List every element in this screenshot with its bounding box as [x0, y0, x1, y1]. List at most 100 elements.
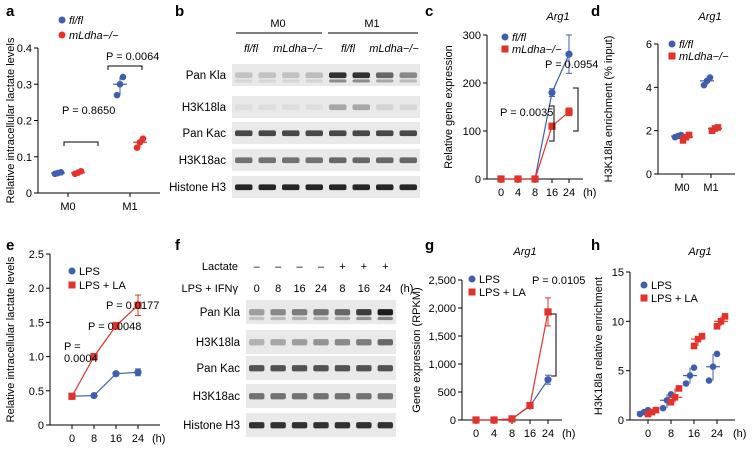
a-point-0-0-2: [57, 169, 65, 176]
h-legend-lpsla: LPS + LA: [651, 293, 698, 305]
h-xtick-label: 16: [688, 428, 700, 440]
g-point-1-2: [508, 415, 516, 423]
c-legend: fl/fl mLdha−/−: [501, 32, 562, 56]
e-point-1-0: [68, 392, 76, 400]
c-legend-marker-ko: [501, 45, 509, 53]
a-pvalue-m0: P = 0.8650: [62, 105, 115, 117]
g-legend: LPS LPS + LA: [468, 274, 526, 299]
h-xtick-label: 0: [645, 428, 651, 440]
b-band: [235, 157, 253, 164]
f-band: [313, 339, 329, 346]
e-legend-lpsla: LPS + LA: [79, 280, 126, 292]
g-bracket-24h: [551, 313, 557, 377]
f-time-unit: (h): [400, 283, 413, 295]
f-band: [377, 316, 393, 321]
b-band: [329, 157, 347, 164]
f-band: [356, 309, 372, 316]
e-legend-lps: LPS: [79, 266, 100, 278]
b-band: [399, 130, 417, 137]
f-band: [270, 316, 286, 321]
d-legend-flfl: fl/fl: [679, 39, 694, 51]
b-band: [352, 184, 370, 191]
b-band: [258, 79, 276, 83]
f-band: [270, 393, 286, 400]
h-legend-lps: LPS: [651, 280, 672, 292]
g-xtick-label: 16: [524, 428, 536, 440]
f-band: [334, 365, 351, 372]
a-ytick-label: 0.3: [17, 79, 32, 91]
b-band: [305, 130, 323, 137]
blot-b: M0 M1 fl/fl mLdha−/− fl/fl mLdha−/− Pan …: [169, 18, 420, 198]
g-xtick-label: 0: [473, 428, 479, 440]
g-xtick-label: 4: [491, 428, 497, 440]
panel-letter-h: h: [591, 237, 600, 254]
b-band: [399, 79, 417, 83]
a-point-0-1-1: [116, 80, 124, 88]
f-band: [356, 365, 372, 372]
c-legend-ko: mLdha−/−: [512, 44, 562, 56]
f-band: [377, 422, 393, 429]
a-point-1-1-2: [139, 135, 147, 142]
a-point-0-1-0: [113, 91, 121, 99]
e-ylabel: Relative intracellular lactate levels: [5, 256, 17, 422]
e-legend-marker-lps: [68, 267, 76, 275]
f-time-label: LPS + IFNγ: [181, 283, 238, 295]
b-band: [305, 157, 323, 164]
f-band: [356, 316, 372, 321]
b-group-m1: M1: [364, 18, 379, 30]
h-point-1-3-0: [713, 322, 721, 330]
b-band: [258, 184, 276, 191]
f-band: [291, 393, 308, 400]
c-xunit: (h): [583, 187, 596, 199]
panel-letter-d: d: [591, 3, 600, 20]
e-ytick-label: 0: [38, 420, 44, 432]
h-point-1-3-2: [721, 313, 729, 320]
d-legend-ko: mLdha−/−: [679, 51, 729, 63]
e-pvalue-24h: P = 0.0177: [106, 300, 159, 312]
f-band: [291, 422, 308, 429]
c-pvalue-24h: P = 0.0954: [545, 59, 598, 71]
a-ylabel: Relative intracellular lactate levels: [5, 37, 17, 203]
f-lactate-sign: +: [382, 261, 388, 273]
c-point-0-3: [548, 89, 556, 97]
a-bracket-m1: [107, 65, 143, 70]
f-band: [249, 365, 265, 372]
e-point-1-1: [90, 353, 98, 361]
a-xtick-label: M1: [122, 201, 137, 213]
d-title: Arg1: [697, 11, 721, 23]
h-ytick-label: 0: [618, 415, 624, 427]
panel-letter-b: b: [175, 3, 184, 20]
g-point-0-4: [544, 376, 552, 384]
f-band: [291, 339, 308, 346]
b-blot-strip: [232, 176, 420, 198]
c-ytick-label: 300: [463, 30, 481, 42]
b-band: [399, 104, 417, 111]
d-point-1-1-2: [714, 124, 722, 131]
g-ytick-label: 2,500: [428, 275, 456, 287]
b-band: [305, 79, 323, 83]
b-row-label: Pan Kac: [183, 128, 227, 140]
b-blot-strip: [232, 122, 420, 144]
e-xtick-label: 24: [132, 433, 144, 445]
b-band: [258, 104, 276, 111]
f-band: [313, 365, 329, 372]
g-legend-marker-lps: [468, 275, 476, 283]
h-point-1-3-1: [717, 318, 725, 325]
g-legend-lpsla: LPS + LA: [479, 287, 526, 299]
e-ytick-label: 2.0: [29, 283, 44, 295]
f-band: [291, 316, 308, 321]
c-xtick-label: 16: [546, 187, 558, 199]
b-band: [258, 130, 276, 137]
g-series-line-1: [476, 311, 549, 421]
c-point-1-4: [565, 108, 573, 116]
b-row-label: H3K18ac: [179, 155, 227, 167]
c-xtick-label: 24: [563, 187, 575, 199]
e-point-0-1: [90, 391, 98, 400]
f-band: [291, 309, 308, 316]
f-row-label: Histone H3: [183, 420, 240, 432]
f-band: [270, 422, 286, 429]
b-band: [376, 72, 394, 79]
d-legend: fl/fl mLdha−/−: [668, 39, 729, 63]
e-ytick-label: 2.5: [29, 249, 44, 261]
